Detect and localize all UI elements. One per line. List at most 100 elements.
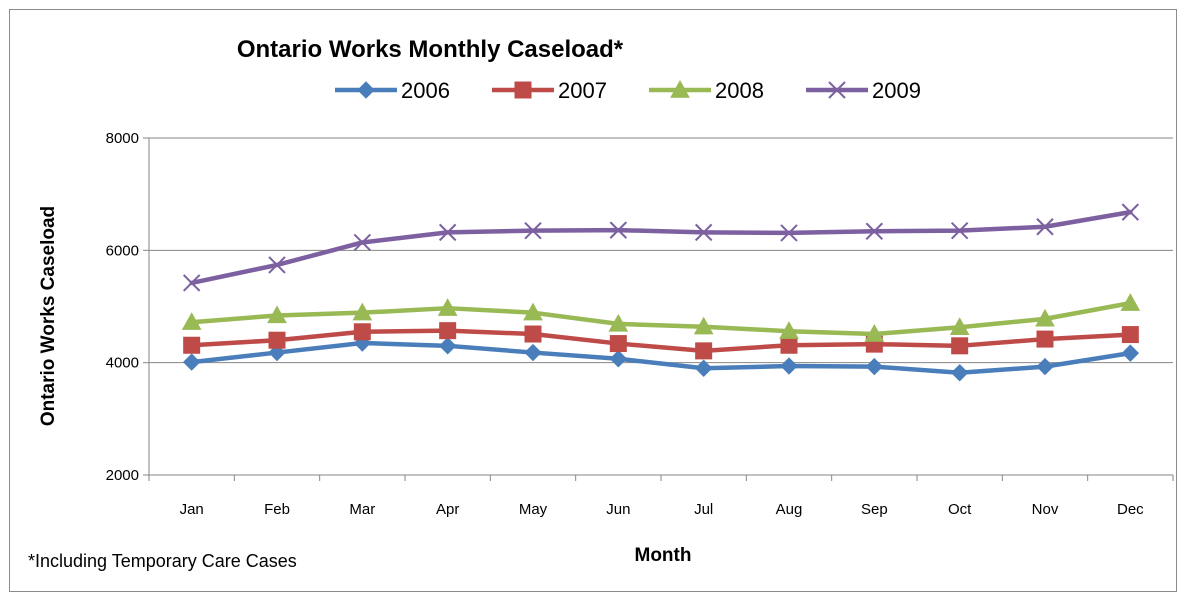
data-point bbox=[524, 343, 542, 362]
legend-label: 2009 bbox=[872, 78, 921, 103]
data-point bbox=[694, 223, 713, 242]
marker-stroke bbox=[1121, 203, 1140, 221]
data-point bbox=[353, 233, 372, 252]
legend-label: 2008 bbox=[715, 78, 764, 103]
series-group bbox=[181, 203, 1141, 382]
legend-marker bbox=[514, 81, 532, 99]
data-point bbox=[181, 312, 202, 330]
marker-stroke bbox=[353, 233, 372, 252]
data-point bbox=[865, 222, 884, 240]
legend-marker bbox=[828, 81, 846, 99]
data-point bbox=[865, 357, 884, 376]
data-point bbox=[183, 336, 201, 354]
data-point bbox=[609, 350, 628, 368]
series-2008 bbox=[181, 293, 1141, 342]
series-line-2006 bbox=[189, 340, 1133, 376]
chart-title: Ontario Works Monthly Caseload* bbox=[237, 36, 624, 63]
x-tick-label: Jun bbox=[606, 501, 630, 518]
legend-label: 2006 bbox=[401, 78, 450, 103]
x-tick-label: Apr bbox=[436, 501, 459, 518]
y-tick-labels: 2000 4000 6000 8000 bbox=[106, 130, 139, 484]
y-tick-label: 4000 bbox=[106, 355, 139, 372]
data-point bbox=[864, 323, 885, 342]
marker-stroke bbox=[268, 256, 286, 274]
data-point bbox=[268, 256, 286, 274]
data-point bbox=[779, 321, 799, 339]
marker-stroke bbox=[828, 81, 846, 99]
legend: 2006 2007 2008 2009 bbox=[335, 78, 921, 103]
data-point bbox=[1121, 326, 1139, 344]
x-tick-label: May bbox=[519, 501, 548, 518]
axes bbox=[148, 138, 1174, 481]
data-point bbox=[950, 221, 969, 240]
x-tick-label: Nov bbox=[1032, 501, 1059, 518]
data-point bbox=[780, 336, 798, 354]
data-point bbox=[695, 342, 713, 360]
data-point bbox=[1035, 308, 1055, 327]
x-axis-label: Month bbox=[635, 545, 692, 566]
x-tick-label: Dec bbox=[1117, 501, 1144, 518]
data-point bbox=[182, 274, 201, 292]
legend-item-2006: 2006 bbox=[335, 78, 450, 103]
marker-stroke bbox=[780, 224, 798, 242]
x-tick-label: Feb bbox=[264, 501, 290, 518]
data-point bbox=[523, 302, 543, 321]
series-2007 bbox=[183, 322, 1139, 360]
marker-stroke bbox=[865, 222, 884, 240]
series-line-2009 bbox=[189, 209, 1133, 286]
y-tick-label: 2000 bbox=[106, 467, 139, 484]
data-point bbox=[694, 359, 713, 377]
data-point bbox=[609, 335, 627, 353]
data-point bbox=[267, 305, 287, 324]
marker-stroke bbox=[438, 223, 457, 242]
legend-marker bbox=[357, 81, 375, 99]
marker-stroke bbox=[694, 223, 713, 242]
data-point bbox=[1121, 344, 1140, 362]
series-2006 bbox=[182, 334, 1140, 382]
data-point bbox=[524, 325, 542, 343]
data-point bbox=[1036, 330, 1054, 348]
marker-stroke bbox=[950, 221, 969, 240]
x-tick-label: Jan bbox=[180, 501, 204, 518]
series-2009 bbox=[182, 203, 1140, 292]
data-point bbox=[1036, 218, 1054, 236]
legend-item-2008: 2008 bbox=[649, 78, 764, 103]
legend-item-2007: 2007 bbox=[492, 78, 607, 103]
data-point bbox=[1036, 357, 1054, 376]
legend-marker bbox=[670, 79, 690, 98]
data-point bbox=[437, 298, 458, 316]
marker-stroke bbox=[1036, 218, 1054, 236]
data-point bbox=[438, 337, 457, 355]
data-point bbox=[780, 357, 798, 375]
data-point bbox=[1121, 203, 1140, 221]
data-point bbox=[439, 322, 457, 340]
x-tick-label: Mar bbox=[349, 501, 375, 518]
data-point bbox=[438, 223, 457, 242]
data-point bbox=[352, 302, 373, 321]
legend-item-2009: 2009 bbox=[806, 78, 921, 103]
x-tick-label: Oct bbox=[948, 501, 972, 518]
data-point bbox=[1120, 293, 1141, 311]
data-point bbox=[524, 221, 542, 240]
data-point bbox=[950, 364, 969, 382]
data-point bbox=[780, 224, 798, 242]
x-tick-label: Aug bbox=[776, 501, 803, 518]
data-point bbox=[609, 221, 628, 239]
y-tick-label: 6000 bbox=[106, 242, 139, 259]
marker-stroke bbox=[182, 274, 201, 292]
data-point bbox=[608, 313, 629, 332]
data-point bbox=[268, 331, 286, 349]
chart-svg: Ontario Works Monthly Caseload* 2006 2007… bbox=[28, 36, 1174, 571]
legend-label: 2007 bbox=[558, 78, 607, 103]
data-point bbox=[353, 323, 371, 341]
data-point bbox=[693, 316, 714, 335]
chart-frame: Ontario Works Monthly Caseload* 2006 2007… bbox=[9, 9, 1177, 592]
data-point bbox=[949, 317, 970, 335]
y-tick-label: 8000 bbox=[106, 130, 139, 147]
series-line-2008 bbox=[189, 300, 1133, 337]
marker-stroke bbox=[609, 221, 628, 239]
footnote: *Including Temporary Care Cases bbox=[28, 551, 297, 571]
x-tick-label: Sep bbox=[861, 501, 888, 518]
series-line-2007 bbox=[189, 328, 1133, 354]
x-tick-labels: Jan Feb Mar Apr May Jun Jul Aug Sep Oct Nov Dec bbox=[180, 501, 1145, 518]
